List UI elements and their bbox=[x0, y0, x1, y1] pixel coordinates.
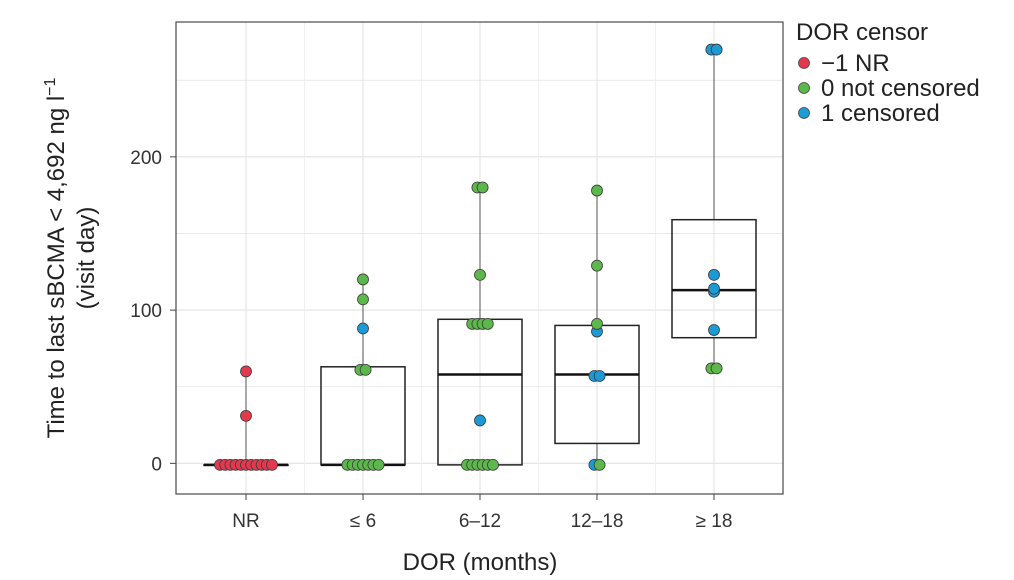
data-point bbox=[240, 409, 252, 422]
y-axis-title-line1: Time to last sBCMA < 4,692 ng l bbox=[43, 96, 70, 439]
data-point bbox=[474, 268, 486, 281]
data-point bbox=[474, 414, 486, 427]
data-point bbox=[372, 458, 385, 471]
data-point bbox=[591, 317, 603, 330]
data-point bbox=[591, 184, 603, 197]
data-point bbox=[240, 365, 252, 378]
x-tick-label: 6–12 bbox=[459, 511, 501, 532]
legend-label-censored: 1 censored bbox=[821, 100, 940, 127]
x-tick-label: ≥ 18 bbox=[696, 511, 733, 532]
y-tick-label: 100 bbox=[130, 301, 162, 322]
data-point bbox=[357, 293, 369, 306]
y-axis-title-line2: (visit day) bbox=[73, 207, 100, 310]
legend: DOR censor −1 NR 0 not censored 1 censor… bbox=[796, 19, 980, 127]
data-point bbox=[357, 322, 369, 335]
legend-title: DOR censor bbox=[796, 19, 928, 46]
data-point bbox=[708, 282, 720, 295]
legend-swatch-not-censored bbox=[798, 82, 810, 94]
x-tick-label: NR bbox=[232, 511, 259, 532]
data-point bbox=[476, 181, 489, 194]
point-layer bbox=[214, 43, 723, 471]
y-axis-title: Time to last sBCMA < 4,692 ng l−1 (visit… bbox=[42, 77, 100, 438]
data-point bbox=[710, 43, 723, 56]
legend-label-not-censored: 0 not censored bbox=[821, 75, 980, 102]
data-point bbox=[708, 324, 720, 336]
x-tick-label: ≤ 6 bbox=[350, 511, 376, 532]
y-axis-title-superscript: −1 bbox=[42, 77, 59, 95]
legend-entry-not-censored: 0 not censored bbox=[798, 75, 980, 102]
x-axis-ticks: NR ≤ 6 6–12 12–18 ≥ 18 bbox=[232, 494, 732, 532]
data-point bbox=[710, 362, 723, 375]
y-tick-label: 200 bbox=[130, 148, 162, 169]
data-point bbox=[708, 268, 720, 281]
legend-swatch-nr bbox=[798, 57, 810, 69]
y-axis-ticks: 0 100 200 bbox=[130, 148, 176, 475]
data-point bbox=[357, 273, 369, 286]
data-point bbox=[359, 363, 372, 376]
data-point bbox=[481, 317, 494, 330]
legend-entry-nr: −1 NR bbox=[798, 50, 890, 77]
x-axis-title: DOR (months) bbox=[403, 549, 558, 576]
y-tick-label: 0 bbox=[151, 454, 162, 475]
svg-text:Time to last sBCMA < 4,692 ng: Time to last sBCMA < 4,692 ng l−1 bbox=[42, 77, 70, 438]
legend-label-nr: −1 NR bbox=[821, 50, 890, 77]
legend-swatch-censored bbox=[798, 107, 810, 119]
data-point bbox=[487, 458, 499, 471]
box-iqr bbox=[671, 218, 757, 339]
data-point bbox=[593, 458, 606, 471]
data-point bbox=[591, 259, 603, 272]
data-point bbox=[266, 458, 278, 471]
x-tick-label: 12–18 bbox=[571, 511, 624, 532]
legend-entry-censored: 1 censored bbox=[798, 100, 940, 127]
data-point bbox=[593, 370, 606, 382]
